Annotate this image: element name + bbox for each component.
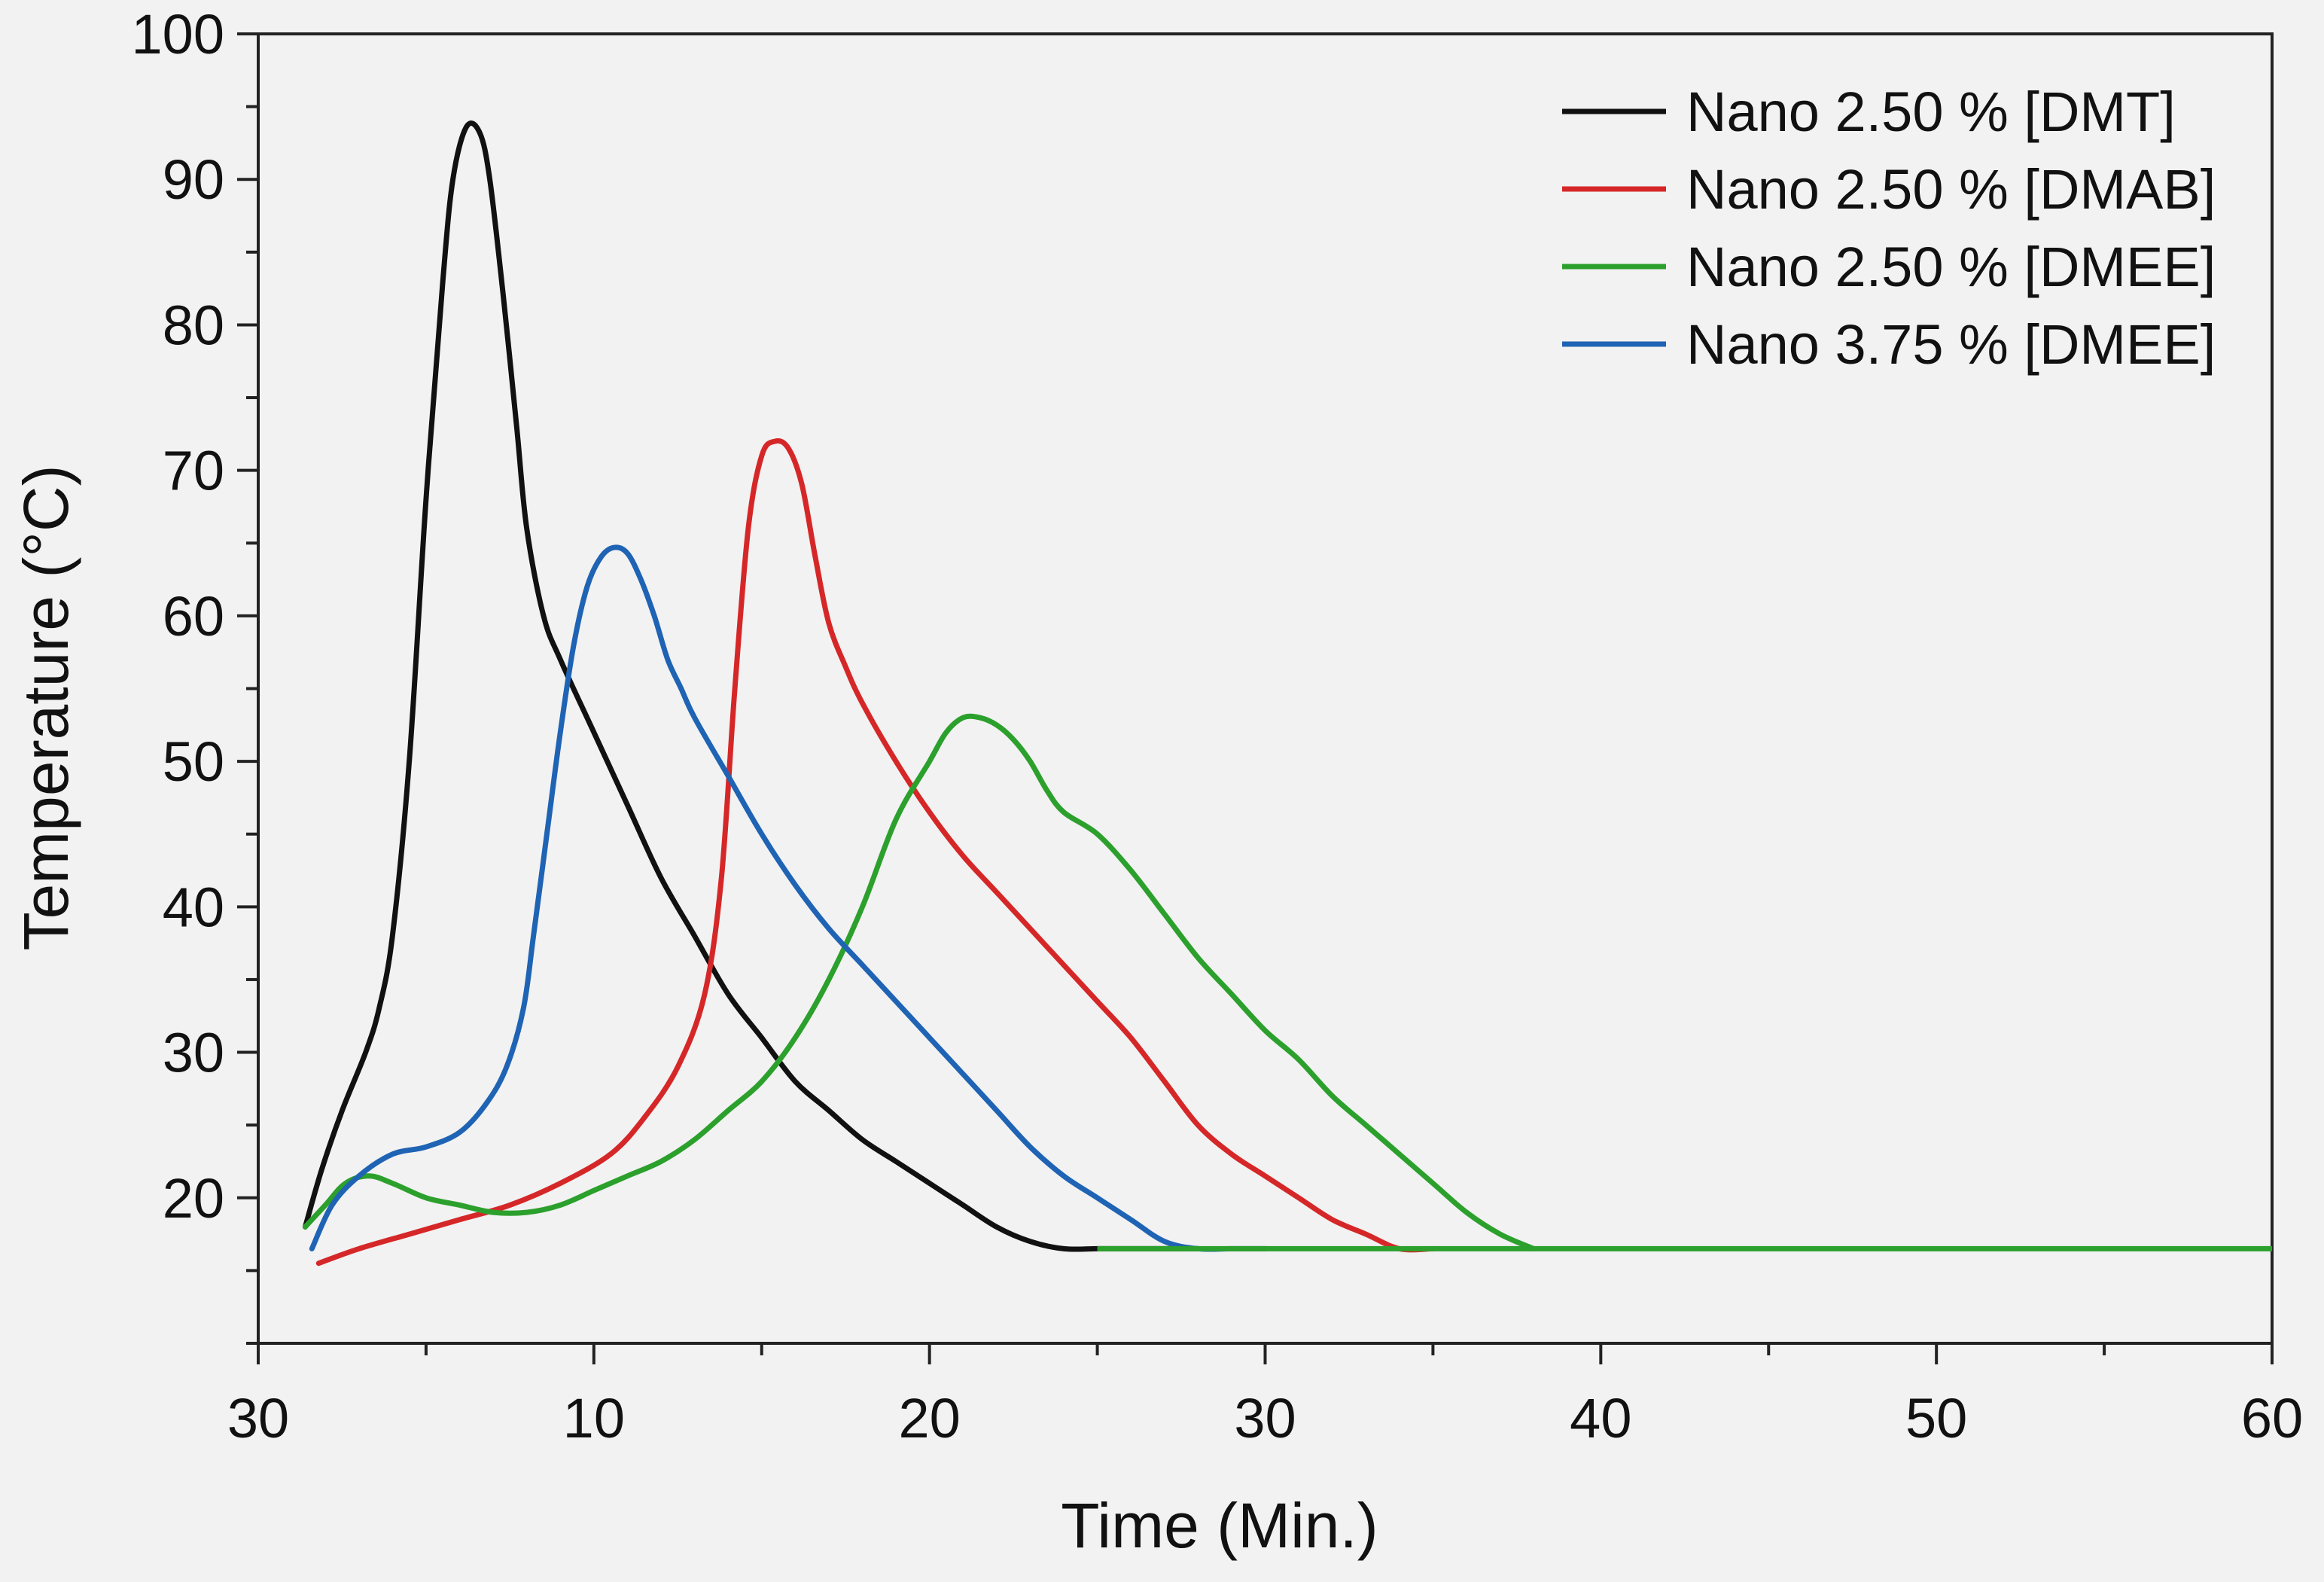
series-line-dmee-250 — [302, 713, 1537, 1251]
x-tick-label: 30 — [1234, 1387, 1296, 1449]
y-tick-label: 50 — [163, 730, 224, 793]
x-axis-label: Time (Min.) — [1061, 1490, 1378, 1561]
x-tick-label: 30 — [227, 1387, 289, 1449]
series-line-dmab — [315, 437, 1436, 1267]
x-tick-label: 40 — [1570, 1387, 1631, 1449]
y-tick-label: 30 — [163, 1022, 224, 1084]
series-layer — [302, 120, 2272, 1267]
x-tick-label: 50 — [1905, 1387, 1967, 1449]
y-tick-label: 70 — [163, 440, 224, 502]
series-line-dmee-375 — [309, 544, 1268, 1252]
x-tick-label: 10 — [563, 1387, 625, 1449]
y-tick-label: 100 — [132, 3, 224, 66]
legend-label: Nano 3.75 % [DMEE] — [1686, 313, 2216, 376]
x-tick-label: 20 — [899, 1387, 961, 1449]
legend: Nano 2.50 % [DMT] Nano 2.50 % [DMAB] Nano … — [1562, 81, 2216, 376]
axes: 30 10 20 30 40 50 60 20 30 40 50 60 70 80 90 100 — [132, 3, 2304, 1449]
y-tick-label: 60 — [163, 585, 224, 648]
y-tick-label: 20 — [163, 1167, 224, 1230]
y-tick-label: 90 — [163, 148, 224, 211]
legend-label: Nano 2.50 % [DMAB] — [1686, 158, 2216, 221]
series-line-dmt — [302, 120, 1201, 1252]
legend-label: Nano 2.50 % [DMEE] — [1686, 236, 2216, 298]
y-axis-label: Temperature (°C) — [11, 465, 81, 950]
y-tick-label: 80 — [163, 294, 224, 356]
y-tick-label: 40 — [163, 876, 224, 938]
legend-label: Nano 2.50 % [DMT] — [1686, 81, 2176, 143]
x-tick-label: 60 — [2241, 1387, 2303, 1449]
